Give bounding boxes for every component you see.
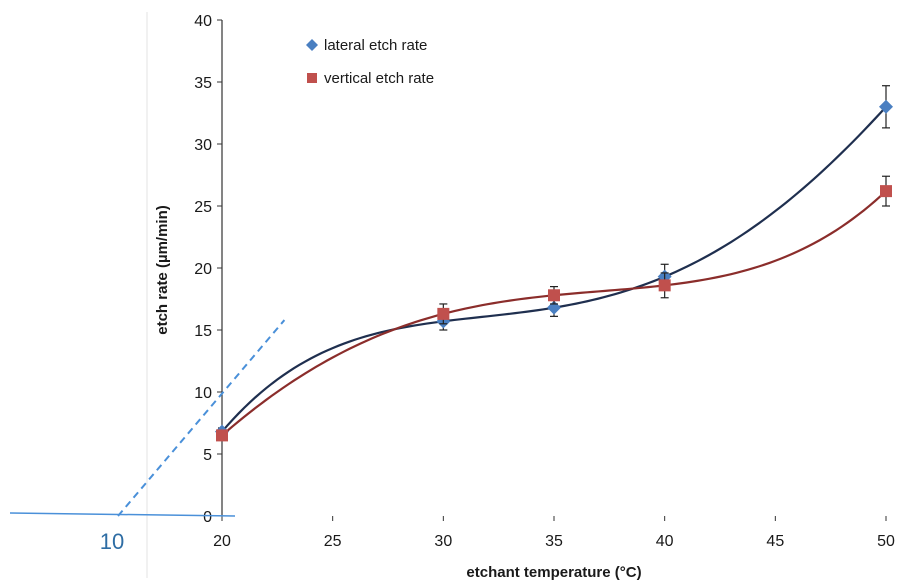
x-tick-label: 50 [877, 533, 895, 550]
data-point-vertical [216, 429, 228, 442]
legend-label-vertical: vertical etch rate [324, 70, 434, 87]
y-tick-label: 30 [194, 137, 212, 154]
y-tick-label: 15 [194, 323, 212, 340]
y-tick-label: 0 [203, 509, 212, 526]
y-tick-label: 35 [194, 75, 212, 92]
legend-label-lateral: lateral etch rate [324, 37, 427, 54]
y-tick-label: 10 [194, 385, 212, 402]
legend-marker-lateral [306, 39, 318, 51]
x-tick-label: 20 [213, 533, 231, 550]
data-point-vertical [658, 279, 671, 292]
y-axis-label: etch rate (µm/min) [154, 205, 171, 335]
y-tick-label: 40 [194, 13, 212, 30]
y-tick-label: 25 [194, 199, 212, 216]
data-point-lateral [879, 99, 893, 114]
x-tick-label: 30 [434, 533, 452, 550]
x-axis-label: etchant temperature (°C) [466, 564, 641, 581]
y-tick-label: 20 [194, 261, 212, 278]
x-tick-label: 40 [656, 533, 674, 550]
x-intercept-annotation: 10 [100, 529, 124, 554]
y-tick-label: 5 [203, 447, 212, 464]
tangent-dashed-line [117, 319, 286, 517]
extended-x-axis [9, 512, 236, 517]
legend-marker-vertical [307, 73, 317, 83]
data-point-vertical [880, 185, 892, 198]
x-tick-label: 25 [324, 533, 342, 550]
x-tick-label: 45 [766, 533, 784, 550]
x-tick-label: 35 [545, 533, 563, 550]
data-point-vertical [437, 307, 450, 320]
trend-line-lateral [221, 106, 887, 433]
data-point-vertical [548, 289, 560, 302]
plot-area: 0 5 10 15 20 25 30 35 40 20 25 30 35 40 45 50 10 lateral … [9, 12, 895, 578]
